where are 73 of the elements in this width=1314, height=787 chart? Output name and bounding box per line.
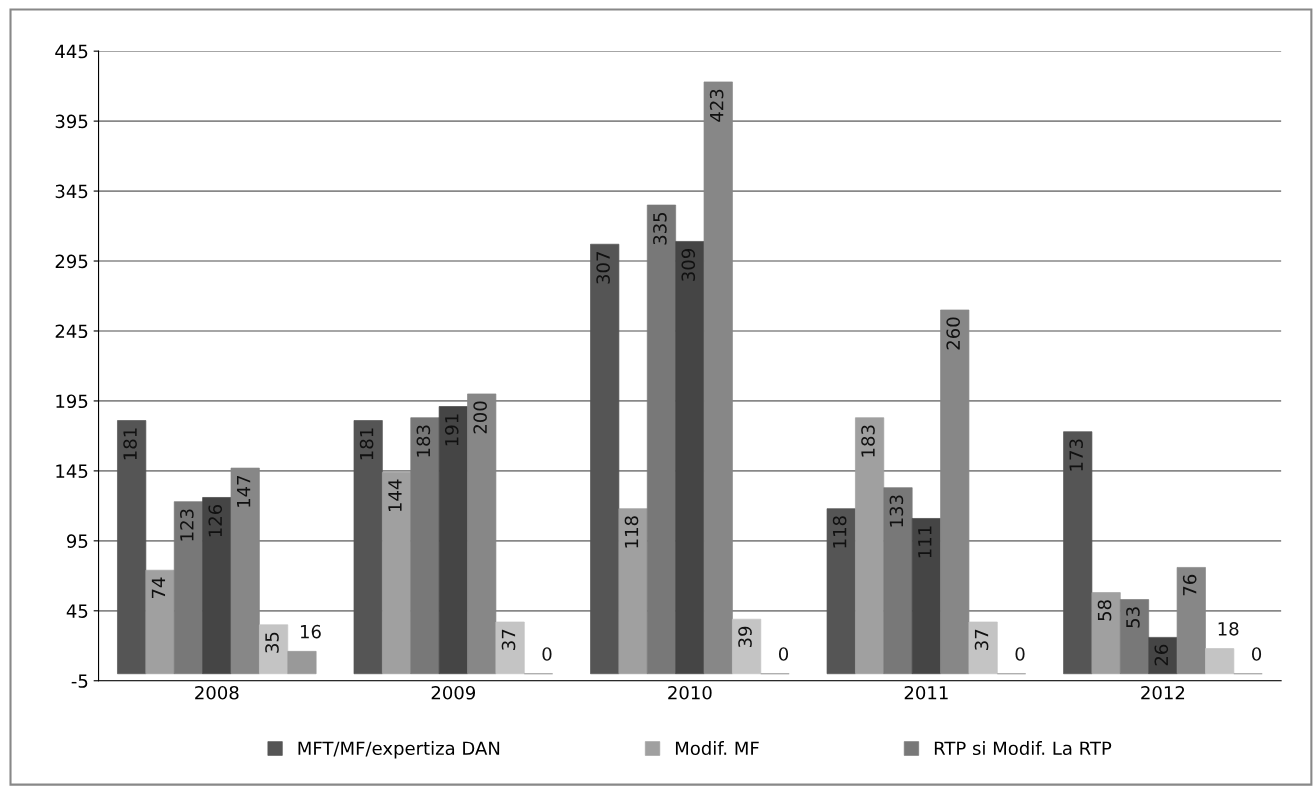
data-label: 260 <box>946 317 960 350</box>
bar <box>618 508 648 675</box>
bar <box>1205 648 1235 675</box>
data-label: 183 <box>416 425 431 457</box>
y-tick-label: 245 <box>55 324 88 339</box>
legend-label: Modif. MF <box>675 741 759 756</box>
bar <box>353 420 383 675</box>
data-label: 76 <box>1182 574 1197 596</box>
data-label: 118 <box>624 516 639 548</box>
bar <box>173 501 203 675</box>
data-label: 39 <box>738 626 752 648</box>
data-label: 144 <box>388 479 402 512</box>
bar <box>438 406 468 675</box>
bar <box>1119 599 1150 675</box>
bar <box>202 497 232 675</box>
y-tick-label: 295 <box>55 254 88 269</box>
bar <box>646 204 677 675</box>
bar <box>287 651 317 675</box>
x-tick-label: 2008 <box>195 685 239 700</box>
data-label: 133 <box>889 495 904 527</box>
x-tick-label: 2009 <box>431 685 476 700</box>
y-tick-label: -5 <box>71 674 88 688</box>
data-label: 18 <box>1218 621 1239 636</box>
bar <box>732 618 762 675</box>
bar <box>1063 431 1093 675</box>
data-label: 118 <box>832 516 847 548</box>
y-tick-label: 395 <box>55 114 88 129</box>
x-tick-label: 2012 <box>1141 685 1185 700</box>
legend-label: MFT/MF/expertiza DAN <box>298 741 500 759</box>
x-tick-label: 2011 <box>904 685 948 700</box>
y-tick-label: 345 <box>55 184 88 199</box>
data-label: 173 <box>1069 439 1083 471</box>
bar <box>883 487 913 675</box>
x-tick-label: 2010 <box>668 685 712 700</box>
data-label: 37 <box>974 629 989 650</box>
bar <box>968 621 998 675</box>
data-label: 37 <box>501 629 516 650</box>
data-label: 0 <box>1252 647 1262 661</box>
data-label: 123 <box>180 509 194 541</box>
bar <box>1091 592 1121 675</box>
data-label: 0 <box>542 647 552 661</box>
data-label: 0 <box>778 647 789 661</box>
y-tick-label: 95 <box>66 534 88 548</box>
bar <box>382 471 412 675</box>
bar <box>495 621 525 675</box>
bar <box>675 241 705 675</box>
data-label: 423 <box>709 89 724 122</box>
data-label: 307 <box>596 252 610 284</box>
data-label: 16 <box>300 624 321 639</box>
data-label: 0 <box>1015 647 1025 661</box>
data-label: 35 <box>265 632 279 653</box>
data-label: 335 <box>653 212 667 245</box>
bar <box>826 508 856 675</box>
legend-label: RTP si Modif. La RTP <box>934 741 1112 756</box>
data-label: 53 <box>1126 607 1140 628</box>
data-label: 181 <box>359 428 374 460</box>
y-tick-label: 45 <box>66 604 88 618</box>
data-label: 183 <box>861 425 875 457</box>
data-label: 58 <box>1097 600 1112 621</box>
bar <box>855 417 885 675</box>
y-tick-label: 445 <box>55 44 88 59</box>
data-label: 181 <box>123 428 137 460</box>
bar <box>590 243 620 675</box>
bar <box>145 569 175 675</box>
data-label: 200 <box>473 401 487 434</box>
bar <box>117 420 147 675</box>
data-label: 74 <box>151 577 166 599</box>
y-tick-label: 195 <box>56 394 88 409</box>
bar <box>911 518 941 675</box>
data-label: 147 <box>237 475 251 507</box>
bar <box>259 624 289 675</box>
bar <box>410 417 440 675</box>
y-tick-label: 145 <box>56 464 88 478</box>
